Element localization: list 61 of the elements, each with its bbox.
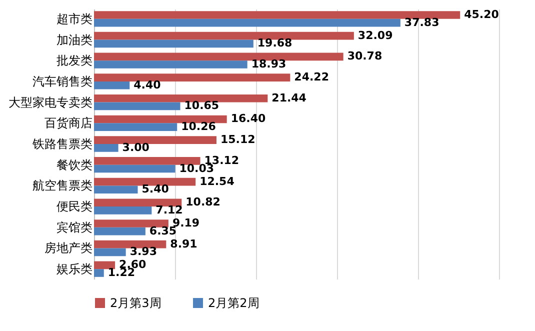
y-tick-label: 大型家电专卖类 [8,95,92,110]
data-label: 3.00 [122,140,150,154]
data-label: 5.40 [142,182,170,196]
bar [94,248,126,256]
data-label: 12.54 [200,174,235,188]
bar [94,102,180,110]
bar [94,40,254,48]
data-label: 32.09 [358,28,393,42]
data-label: 3.93 [130,245,157,258]
data-label: 15.12 [220,133,256,146]
y-tick-label: 便民类 [56,200,92,214]
bar [94,144,118,152]
y-tick-label: 房地产类 [44,241,92,256]
y-tick-label: 航空售票类 [32,178,92,193]
bar [94,115,227,124]
bar [94,74,290,82]
bar [94,198,182,207]
bar [94,157,200,165]
y-tick-label: 宾馆类 [56,220,92,234]
data-label: 37.83 [404,16,440,29]
bar [94,136,216,144]
legend-label: 2月第2周 [208,296,260,310]
bar [94,186,138,194]
data-label: 45.20 [464,8,500,21]
bar [94,269,104,277]
y-tick-label: 百货商店 [44,116,92,130]
data-label: 24.22 [294,70,329,84]
y-tick-label: 批发类 [56,54,92,68]
bar [94,227,146,236]
data-label: 10.65 [184,99,220,112]
bar [94,261,116,270]
data-label: 18.93 [251,58,286,71]
data-label: 4.40 [134,78,162,92]
data-label: 7.12 [156,203,183,216]
bar [94,32,354,40]
data-label: 21.44 [272,91,307,104]
bar [94,94,268,102]
data-label: 30.78 [347,50,382,63]
bar [94,178,196,186]
bar [94,220,168,228]
bar [94,11,460,19]
bar [94,81,130,90]
data-label: 19.68 [257,36,292,50]
bar [94,60,248,68]
bar [94,52,344,61]
bar [94,18,400,27]
data-label: 10.82 [186,196,220,209]
y-tick-label: 娱乐类 [56,262,92,276]
data-label: 10.26 [181,120,216,134]
bar [94,206,152,214]
y-tick-label: 铁路售票类 [32,137,92,151]
bar [94,123,178,131]
bar [94,164,176,173]
data-label: 8.91 [170,237,198,250]
y-tick-label: 超市类 [56,12,92,26]
data-label: 16.40 [230,112,266,126]
bar [94,240,166,248]
y-tick-label: 餐饮类 [56,158,92,172]
y-tick-label: 加油类 [56,32,92,47]
legend-label: 2月第3周 [110,296,162,310]
y-tick-label: 汽车销售类 [32,74,92,88]
